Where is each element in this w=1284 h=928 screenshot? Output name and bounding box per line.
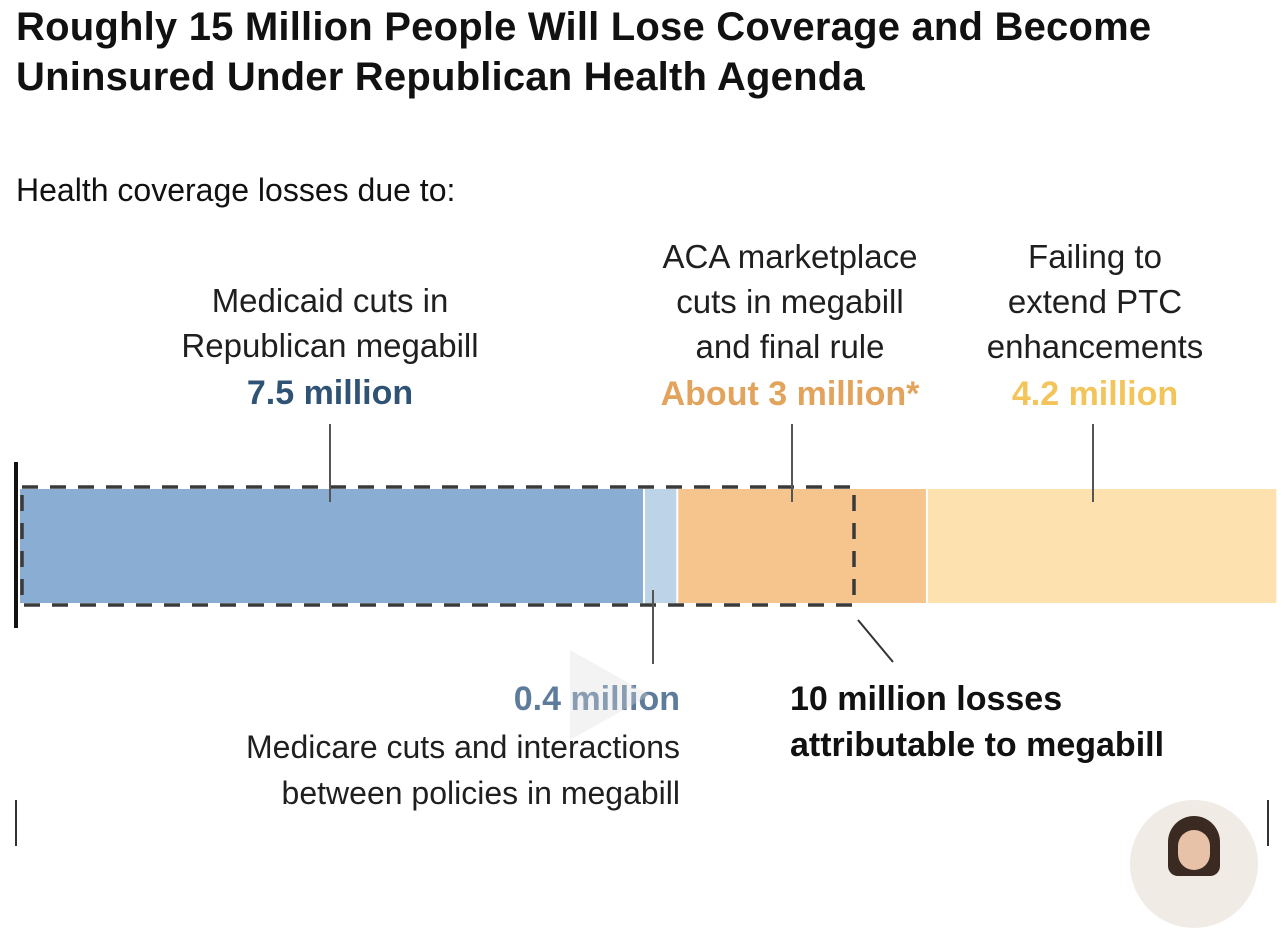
ptc-label: Failing to extend PTC enhancements 4.2 m…: [950, 234, 1240, 419]
aca-label-line3: and final rule: [695, 328, 885, 365]
bar-segments: [20, 489, 1277, 603]
medicaid-value: 7.5 million: [246, 374, 414, 412]
medicaid-label-line1: Medicaid cuts in: [211, 282, 449, 319]
medicare-value: 0.4 million: [513, 680, 680, 718]
chart-subtitle: Health coverage losses due to:: [16, 172, 456, 208]
megabill-note-line1: 10 million losses: [790, 680, 1063, 718]
aca-label-line1: ACA marketplace: [662, 238, 918, 275]
chart-title: Roughly 15 Million People Will Lose Cove…: [16, 5, 1152, 99]
stacked-bar-chart: [14, 424, 1277, 846]
medicaid-label: Medicaid cuts in Republican megabill 7.5…: [130, 278, 530, 418]
megabill-note-line2: attributable to megabill: [790, 726, 1165, 764]
medicare-label: 0.4 million Medicare cuts and interactio…: [150, 674, 680, 816]
bar-segment-2: [644, 489, 678, 603]
bar-segment-4: [926, 489, 1277, 603]
ptc-label-line1: Failing to: [1028, 238, 1162, 275]
ptc-value: 4.2 million: [1011, 375, 1179, 413]
bracket-leader-line: [857, 619, 894, 663]
megabill-total-note: 10 million losses attributable to megabi…: [790, 676, 1230, 768]
medicaid-label-line2: Republican megabill: [181, 327, 479, 364]
video-play-icon[interactable]: [570, 650, 650, 740]
presenter-avatar: [1130, 800, 1258, 928]
avatar-face: [1178, 830, 1210, 870]
medicare-label-line1: Medicare cuts and interactions: [246, 729, 680, 765]
bar-segment-1: [20, 489, 644, 603]
bar-segment-3: [677, 489, 927, 603]
aca-label: ACA marketplace cuts in megabill and fin…: [610, 234, 970, 419]
ptc-label-line3: enhancements: [986, 328, 1204, 365]
aca-label-line2: cuts in megabill: [676, 283, 904, 320]
aca-value: About 3 million*: [660, 375, 920, 413]
ptc-label-line2: extend PTC: [1007, 283, 1183, 320]
medicare-label-line2: between policies in megabill: [281, 775, 680, 811]
